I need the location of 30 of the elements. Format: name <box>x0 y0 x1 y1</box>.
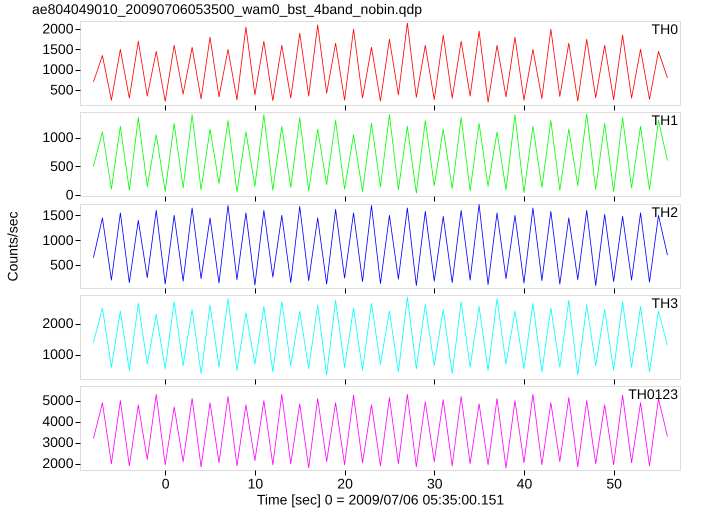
y-tick-label: 1000 <box>42 61 74 78</box>
y-tick-label: 1000 <box>42 346 74 362</box>
y-axis-title: Counts/sec <box>4 211 20 282</box>
series-label: TH1 <box>652 112 678 128</box>
x-axis-title: Time [sec] 0 = 2009/07/06 05:35:00.151 <box>256 492 504 508</box>
y-tick-label: 2000 <box>42 455 74 472</box>
y-tick-label: 500 <box>50 158 74 174</box>
y-tick-label: 1000 <box>42 129 74 146</box>
x-tick-label: 30 <box>426 476 443 492</box>
y-tick-label: 1500 <box>42 206 74 223</box>
y-tick-label: 2000 <box>42 315 74 332</box>
series-label: TH0 <box>652 21 678 37</box>
series-label: TH0123 <box>628 386 678 402</box>
y-tick-label: 1500 <box>42 40 74 57</box>
y-tick-label: 500 <box>50 256 74 273</box>
y-tick-label: 0 <box>66 186 74 202</box>
series-label: TH2 <box>652 204 678 220</box>
y-tick-label: 2000 <box>42 20 74 37</box>
x-tick-label: 0 <box>162 476 170 492</box>
chart-title: ae804049010_20090706053500_wam0_bst_4band_nobin.qdp <box>32 1 422 17</box>
y-tick-label: 1000 <box>42 232 74 248</box>
y-tick-label: 4000 <box>42 413 74 430</box>
x-tick-label: 50 <box>606 476 622 492</box>
x-tick-label: 10 <box>248 476 264 492</box>
y-tick-label: 500 <box>50 81 74 98</box>
series-label: TH3 <box>652 295 678 311</box>
x-tick-label: 20 <box>337 476 354 492</box>
y-tick-label: 3000 <box>42 434 74 450</box>
x-tick-label: 40 <box>516 476 532 492</box>
y-tick-label: 5000 <box>42 392 74 408</box>
